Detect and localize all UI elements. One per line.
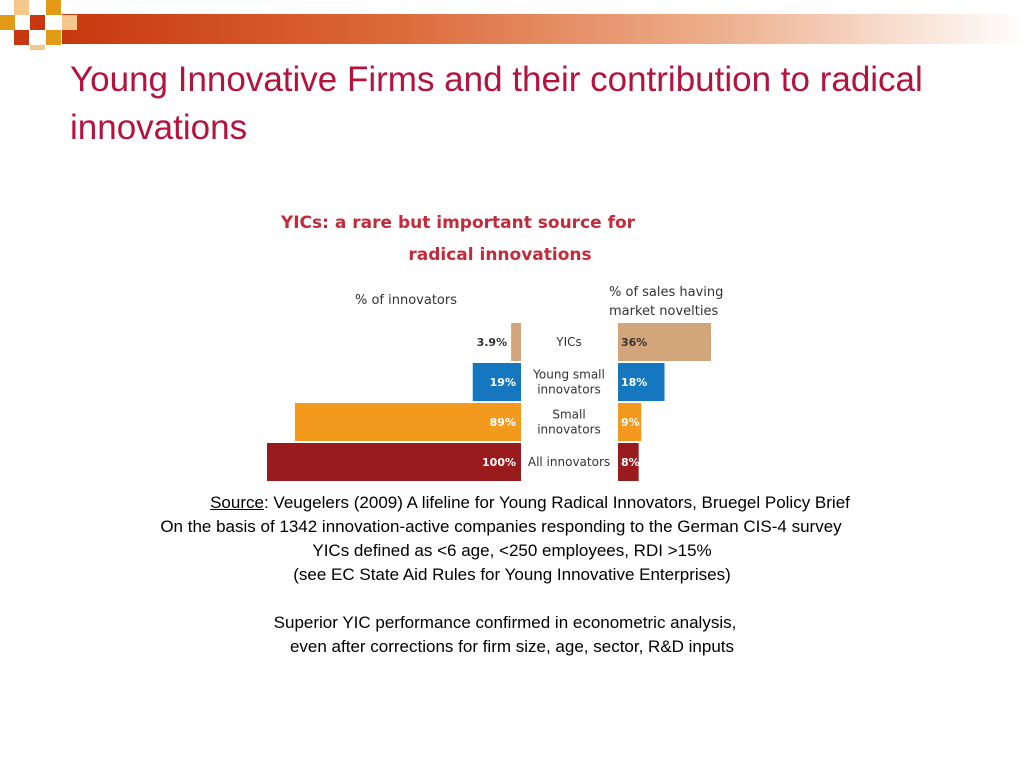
right-axis-label-line2: market novelties — [609, 304, 718, 319]
bar-innovators — [294, 403, 521, 441]
value-label-innovators: 100% — [482, 456, 516, 469]
chart: YICs: a rare but important source for ra… — [267, 213, 723, 481]
note-yic-definition: YICs defined as <6 age, <250 employees, … — [312, 541, 712, 560]
deco-square — [30, 45, 45, 50]
deco-square — [46, 0, 61, 15]
value-label-sales: 18% — [621, 376, 647, 389]
category-label: All innovators — [528, 455, 610, 469]
notes-block: Source: Veugelers (2009) A lifeline for … — [0, 491, 1024, 659]
bar-sales — [618, 443, 639, 481]
left-axis-label: % of innovators — [355, 293, 457, 308]
category-label: YICs — [555, 335, 582, 349]
chart-title-line1: YICs: a rare but important source for — [280, 213, 636, 233]
deco-square — [46, 30, 61, 45]
value-label-sales: 9% — [621, 416, 640, 429]
value-label-innovators: 19% — [490, 376, 516, 389]
deco-square — [0, 15, 15, 30]
category-label: Small — [552, 408, 585, 422]
bar-sales — [618, 363, 665, 401]
category-label: innovators — [537, 383, 601, 397]
header-gradient-bar — [62, 14, 1024, 44]
deco-square — [62, 15, 77, 30]
bar-innovators — [511, 323, 521, 361]
right-axis-label-line1: % of sales having — [609, 285, 723, 300]
slide-header-decoration — [0, 0, 1024, 50]
chart-title-line2: radical innovations — [408, 245, 591, 265]
deco-square — [14, 0, 29, 15]
notes-spacer — [0, 587, 1024, 611]
note-corrections: even after corrections for firm size, ag… — [289, 637, 735, 656]
category-label: innovators — [537, 423, 601, 437]
source-label: Source — [210, 493, 264, 512]
bar-sales — [618, 403, 642, 441]
value-label-sales: 36% — [621, 336, 647, 349]
deco-square — [30, 15, 45, 30]
note-performance: Superior YIC performance confirmed in ec… — [273, 613, 737, 632]
deco-square — [14, 30, 29, 45]
bar-innovators — [472, 363, 521, 401]
source-text: : Veugelers (2009) A lifeline for Young … — [263, 493, 850, 512]
value-label-sales: 8% — [621, 456, 640, 469]
note-survey: On the basis of 1342 innovation-active c… — [160, 517, 842, 536]
bar-innovators — [267, 443, 521, 481]
slide-title: Young Innovative Firms and their contrib… — [70, 60, 923, 147]
category-label: Young small — [532, 368, 605, 382]
note-state-aid: (see EC State Aid Rules for Young Innova… — [293, 565, 731, 584]
source-line: Source: Veugelers (2009) A lifeline for … — [0, 491, 1024, 515]
value-label-innovators: 3.9% — [477, 336, 508, 349]
bar-sales — [618, 323, 711, 361]
value-label-innovators: 89% — [490, 416, 516, 429]
